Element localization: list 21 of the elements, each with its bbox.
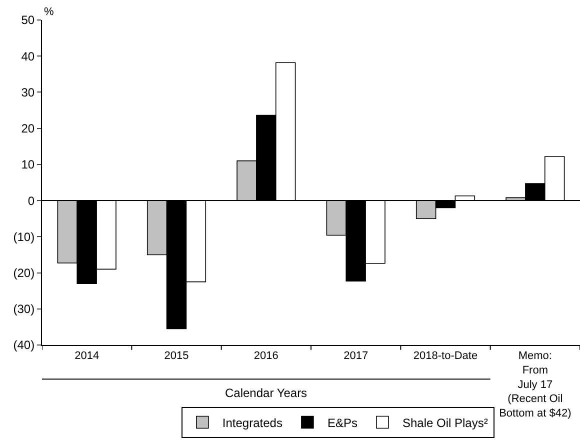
x-tick-label: 2015: [164, 350, 189, 362]
y-tick-label: (20): [13, 266, 35, 280]
y-tick-label: 30: [21, 85, 35, 100]
y-tick-label: (40): [13, 338, 35, 352]
y-tick-label: 40: [21, 49, 35, 64]
y-axis-title: %: [44, 6, 54, 18]
y-tick-label: 0: [28, 194, 35, 208]
x-tick-label: Memo: From July 17 (Recent Oil Bottom at $42): [499, 350, 572, 420]
legend-label: Integrateds: [222, 416, 282, 430]
y-tick-label: 20: [21, 122, 35, 136]
text: Calendar Years: [225, 386, 308, 400]
x-tick-label: 2016: [254, 350, 278, 362]
legend-label: Shale Oil Plays²: [402, 416, 488, 430]
x-tick-label: 2017: [344, 350, 368, 362]
x-tick-label: 2014: [74, 350, 100, 362]
legend-label: E&Ps: [327, 416, 358, 430]
y-tick-label: (10): [13, 230, 35, 244]
y-tick-label: (30): [13, 302, 35, 316]
x-tick-label: 2018-to-Date: [413, 350, 478, 362]
y-tick-label: 50: [21, 13, 35, 28]
y-tick-label: 10: [21, 158, 35, 172]
